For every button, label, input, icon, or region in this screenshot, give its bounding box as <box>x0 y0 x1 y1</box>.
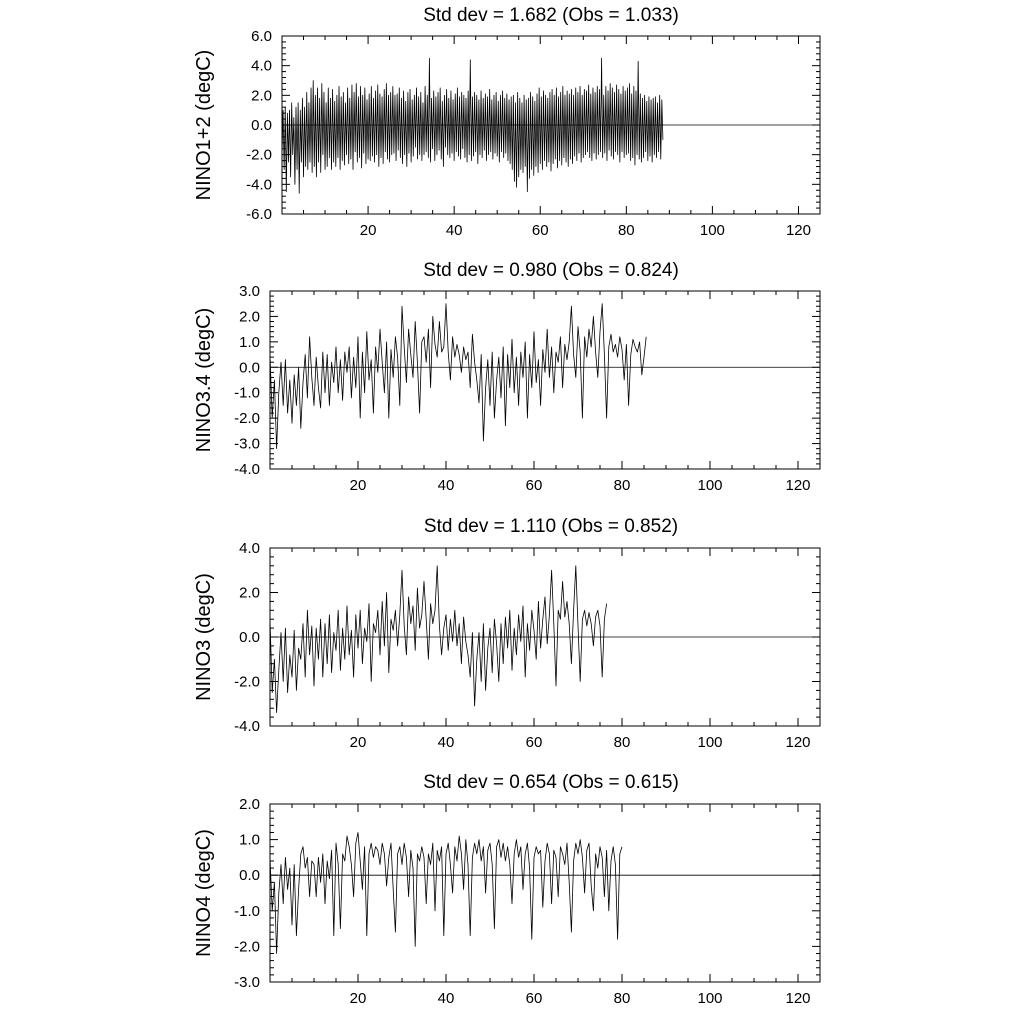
series-line <box>269 832 623 954</box>
y-tick-label: 2.0 <box>239 796 260 813</box>
y-tick-label: 3.0 <box>239 283 260 300</box>
panel-nino34: Std dev = 0.980 (Obs = 0.824) NINO3.4 (d… <box>193 260 821 494</box>
x-tick-label: 100 <box>700 222 725 239</box>
y-tick-label: -4.0 <box>246 176 272 193</box>
y-tick-label: 4.0 <box>239 540 260 557</box>
axes: 20 40 60 80 100 120 -4.0 -2.0 0.0 2.0 4.0 <box>234 540 821 751</box>
y-tick-label: 2.0 <box>239 308 260 325</box>
panel-title: Std dev = 1.110 (Obs = 0.852) <box>424 516 678 537</box>
x-tick-label: 60 <box>526 990 543 1007</box>
panel-title: Std dev = 0.980 (Obs = 0.824) <box>423 260 679 281</box>
series-line <box>281 57 664 194</box>
y-tick-label: -1.0 <box>234 385 260 402</box>
x-tick-label: 120 <box>785 734 810 751</box>
x-tick-label: 80 <box>614 477 631 494</box>
x-tick-label: 80 <box>618 222 635 239</box>
y-tick-label: -2.0 <box>246 147 272 164</box>
x-tick-label: 100 <box>697 734 722 751</box>
y-tick-label: -4.0 <box>234 461 260 478</box>
y-tick-label: -3.0 <box>234 436 260 453</box>
y-tick-label: 1.0 <box>239 832 260 849</box>
y-tick-label: -2.0 <box>234 938 260 955</box>
plot-frame <box>269 290 821 470</box>
x-tick-label: 60 <box>526 734 543 751</box>
x-tick-label: 40 <box>446 222 463 239</box>
y-axis-label: NINO4 (degC) <box>193 829 215 957</box>
y-tick-label: -2.0 <box>234 674 260 691</box>
axes: 20 40 60 80 100 120 -6.0 -4.0 -2.0 0.0 2.0 4.0 6.0 <box>246 28 821 239</box>
x-tick-label: 120 <box>786 222 811 239</box>
y-tick-label: 0.0 <box>239 359 260 376</box>
x-tick-label: 100 <box>697 477 722 494</box>
plot-frame <box>269 803 821 983</box>
panel-nino12: Std dev = 1.682 (Obs = 1.033) NINO1+2 (d… <box>193 5 821 239</box>
x-tick-label: 20 <box>360 222 377 239</box>
y-tick-label: 6.0 <box>251 28 272 45</box>
y-axis-label: NINO3.4 (degC) <box>193 308 215 453</box>
y-axis-label: NINO1+2 (degC) <box>193 50 215 201</box>
x-tick-label: 40 <box>438 734 455 751</box>
series <box>281 57 664 194</box>
y-tick-label: 4.0 <box>251 58 272 75</box>
axes: 20 40 60 80 100 120 -4.0 -3.0 -2.0 -1.0 0.0 1.0 2.0 3… <box>234 283 821 494</box>
y-tick-label: -4.0 <box>234 718 260 735</box>
panel-nino3: Std dev = 1.110 (Obs = 0.852) NINO3 (deg… <box>193 516 821 751</box>
panel-nino4: Std dev = 0.654 (Obs = 0.615) NINO4 (deg… <box>193 772 821 1007</box>
x-tick-label: 40 <box>438 477 455 494</box>
x-tick-label: 80 <box>614 990 631 1007</box>
series-line <box>269 565 607 714</box>
y-tick-label: 0.0 <box>251 117 272 134</box>
series <box>269 832 623 954</box>
x-tick-label: 20 <box>350 990 367 1007</box>
x-tick-label: 120 <box>785 477 810 494</box>
series-line <box>269 303 647 450</box>
y-tick-label: 0.0 <box>239 867 260 884</box>
y-tick-label: -1.0 <box>234 903 260 920</box>
y-tick-label: 1.0 <box>239 334 260 351</box>
axes: 20 40 60 80 100 120 -3.0 -2.0 -1.0 0.0 1.0 2.0 <box>234 796 821 1007</box>
x-tick-label: 20 <box>350 734 367 751</box>
x-tick-label: 60 <box>526 477 543 494</box>
x-tick-label: 60 <box>532 222 549 239</box>
series <box>269 565 607 714</box>
series <box>269 303 647 450</box>
x-tick-label: 120 <box>785 990 810 1007</box>
y-tick-label: 2.0 <box>239 585 260 602</box>
y-tick-label: 0.0 <box>239 629 260 646</box>
x-tick-label: 20 <box>350 477 367 494</box>
y-tick-label: -2.0 <box>234 410 260 427</box>
y-tick-label: 2.0 <box>251 87 272 104</box>
panel-title: Std dev = 0.654 (Obs = 0.615) <box>423 772 679 793</box>
x-tick-label: 40 <box>438 990 455 1007</box>
x-tick-label: 100 <box>697 990 722 1007</box>
y-axis-label: NINO3 (degC) <box>193 573 215 701</box>
x-tick-label: 80 <box>614 734 631 751</box>
panel-title: Std dev = 1.682 (Obs = 1.033) <box>423 5 679 26</box>
y-tick-label: -6.0 <box>246 206 272 223</box>
y-tick-label: -3.0 <box>234 974 260 991</box>
